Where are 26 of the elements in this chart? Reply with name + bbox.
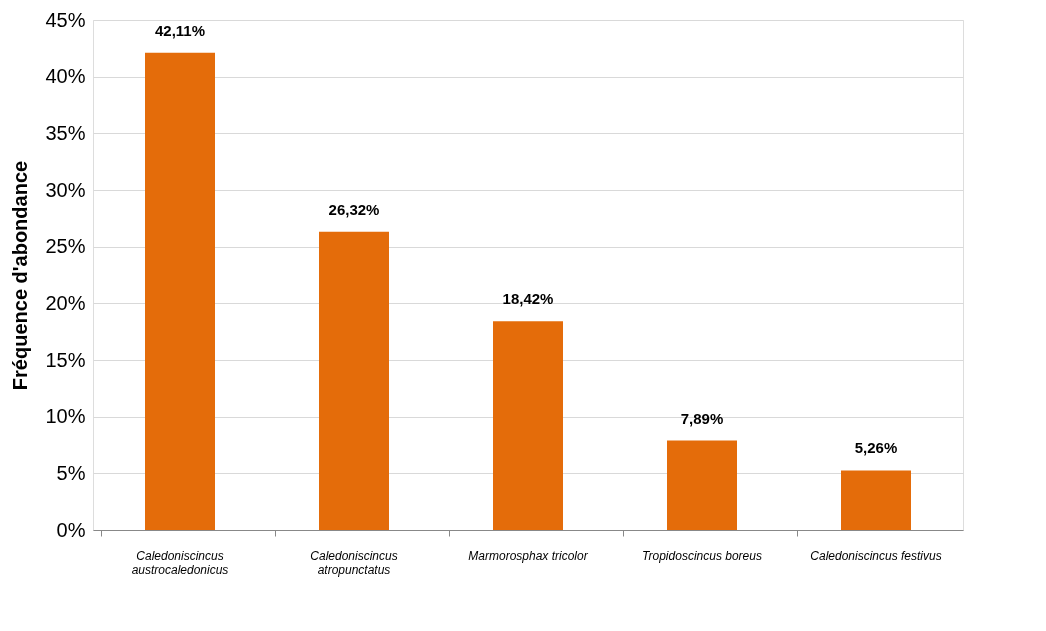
bar bbox=[667, 440, 737, 530]
x-tick-label: Caledoniscincus austrocaledonicus bbox=[131, 548, 229, 577]
data-label: 18,42% bbox=[502, 290, 554, 308]
y-tick-label: 10% bbox=[45, 405, 86, 428]
bar bbox=[493, 321, 563, 530]
y-tick-label: 30% bbox=[45, 178, 86, 201]
data-label: 42,11% bbox=[154, 21, 206, 39]
data-label: 5,26% bbox=[854, 439, 898, 457]
y-tick-label: 5% bbox=[56, 461, 86, 484]
data-label: 26,32% bbox=[328, 200, 380, 218]
x-tick-label: Caledoniscincus festivus bbox=[810, 548, 942, 563]
y-tick-label: 20% bbox=[45, 291, 86, 314]
bar bbox=[145, 52, 215, 530]
x-tick-label: Caledoniscincus atropunctatus bbox=[310, 548, 398, 577]
x-tick-label: Marmorosphax tricolor bbox=[468, 548, 589, 563]
y-tick-label: 35% bbox=[45, 121, 86, 144]
y-tick-label: 0% bbox=[56, 518, 86, 541]
y-tick-label: 45% bbox=[45, 8, 86, 31]
x-tick-label: Tropidoscincus boreus bbox=[642, 548, 762, 563]
data-label: 7,89% bbox=[680, 409, 724, 427]
bar bbox=[841, 470, 911, 530]
bar bbox=[319, 231, 389, 530]
y-tick-label: 40% bbox=[45, 65, 86, 88]
y-tick-label: 25% bbox=[45, 235, 86, 258]
y-axis-title: Fréquence d'abondance bbox=[9, 160, 32, 391]
y-tick-label: 15% bbox=[45, 348, 86, 371]
